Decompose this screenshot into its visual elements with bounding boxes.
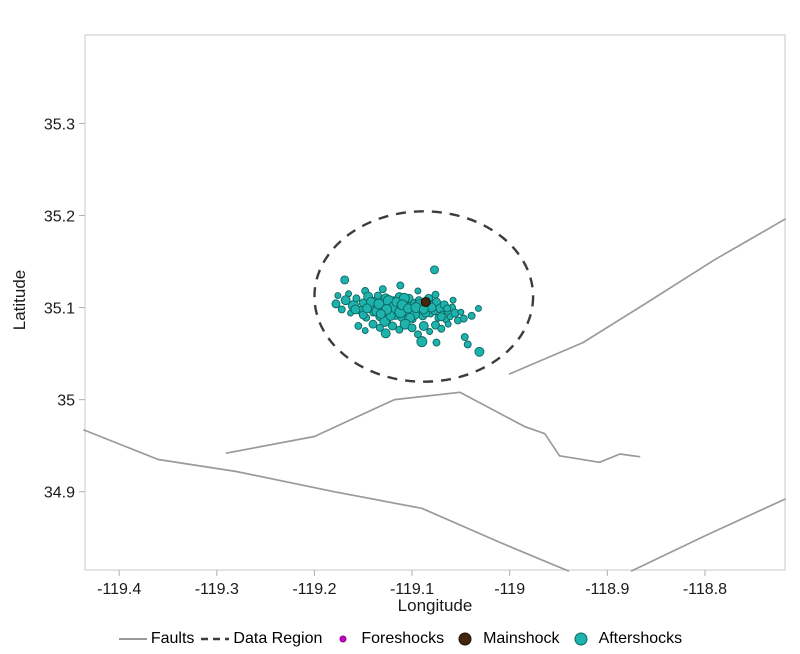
aftershock-point [432, 338, 441, 347]
aftershock-point [395, 325, 404, 334]
aftershocks-legend-marker [574, 632, 588, 646]
aftershock-point [407, 323, 417, 333]
fault-line [630, 498, 786, 572]
y-tick-label: 34.9 [44, 485, 75, 502]
x-tick-label: -119.1 [390, 581, 434, 598]
legend-label-data-region: Data Region [233, 630, 323, 647]
aftershock-point [459, 314, 468, 323]
legend-label-mainshock: Mainshock [483, 630, 560, 647]
aftershock-point [368, 319, 378, 329]
mainshock-legend-marker [458, 632, 472, 646]
aftershock-point [354, 322, 363, 330]
aftershock-point [375, 323, 384, 332]
aftershock-point [436, 312, 446, 322]
aftershock-point [457, 308, 465, 316]
aftershock-point [362, 303, 373, 314]
aftershock-point [337, 305, 346, 314]
aftershock-point [414, 287, 422, 295]
aftershock-point [444, 320, 452, 328]
aftershock-point [449, 296, 457, 304]
x-tick-label: -118.8 [683, 581, 727, 598]
y-tick-label: 35.2 [44, 208, 75, 225]
legend-item-mainshock: Mainshock [450, 630, 560, 648]
x-tick-label: -118.9 [585, 581, 629, 598]
aftershock-point [437, 324, 446, 333]
legend-label-aftershocks: Aftershocks [598, 630, 683, 647]
legend-item-aftershocks: Aftershocks [566, 630, 683, 648]
aftershock-point [416, 336, 428, 348]
aftershock-point [426, 328, 434, 335]
x-axis-label: Longitude [397, 596, 473, 615]
aftershock-point [460, 333, 469, 341]
aftershock-point [463, 340, 472, 349]
x-tick-label: -119.3 [195, 581, 239, 598]
aftershock-point [373, 298, 385, 310]
y-axis-label: Latitude [10, 269, 29, 331]
aftershock-point [396, 281, 405, 290]
aftershock-point [352, 294, 361, 303]
legend-item-foreshocks: Foreshocks [328, 630, 444, 648]
data-region-legend-marker [201, 637, 230, 641]
legend-label-faults: Faults [150, 630, 195, 647]
foreshocks-legend-marker [339, 635, 347, 643]
legend-item-faults: Faults [118, 630, 195, 648]
aftershock-point [361, 327, 369, 335]
aftershock-point [431, 320, 440, 330]
aftershock-point [350, 304, 361, 315]
data-region-ellipse [313, 210, 535, 383]
y-tick-label: 35 [57, 393, 75, 410]
aftershock-point [334, 292, 342, 300]
legend: Faults Data Region Foreshocks Mainshock Afte… [0, 624, 800, 654]
aftershock-point [474, 346, 485, 357]
aftershock-point [340, 275, 350, 285]
x-tick-label: -119 [494, 581, 525, 598]
aftershock-point [431, 290, 440, 299]
aftershock-point [430, 265, 439, 275]
aftershock-point [375, 309, 386, 319]
legend-item-data-region: Data Region [200, 630, 322, 648]
faults-legend-marker [118, 638, 147, 640]
aftershock-point [413, 330, 422, 339]
legend-label-foreshocks: Foreshocks [361, 630, 445, 647]
plot-frame [84, 34, 786, 571]
aftershock-point [418, 321, 429, 331]
aftershock-point [331, 299, 341, 309]
aftershock-point [373, 291, 382, 300]
x-tick-label: -119.4 [97, 581, 141, 598]
fault-line [225, 391, 641, 464]
fault-line [508, 218, 786, 375]
fault-line [83, 429, 570, 572]
x-tick-label: -119.2 [292, 581, 336, 598]
aftershock-point [443, 304, 452, 313]
aftershock-point [380, 328, 391, 339]
y-tick-label: 35.1 [44, 301, 75, 318]
mainshock-point [420, 297, 431, 308]
aftershock-point [340, 295, 351, 306]
aftershock-point [467, 311, 476, 320]
aftershock-point [378, 285, 387, 294]
aftershock-point [474, 305, 482, 312]
aftershock-point [388, 321, 397, 331]
y-tick-label: 35.3 [44, 116, 75, 133]
